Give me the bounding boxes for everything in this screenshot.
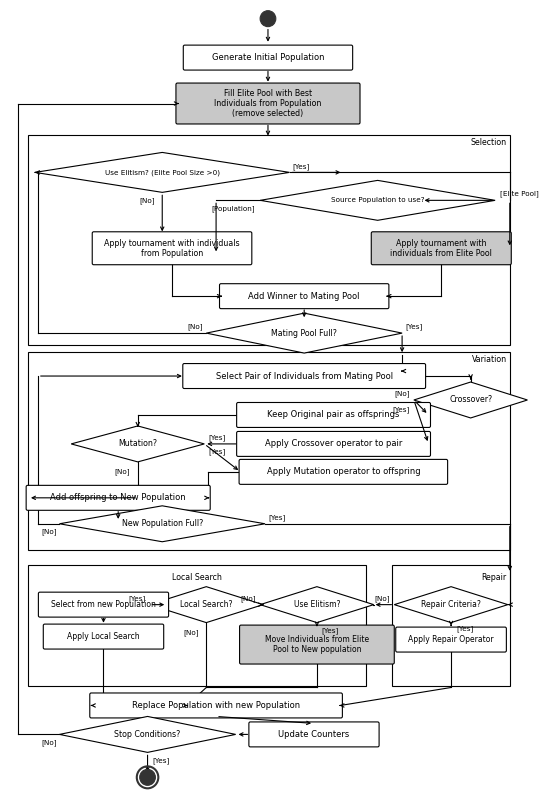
- Text: [No]: [No]: [188, 324, 203, 330]
- Text: [Yes]: [Yes]: [293, 163, 310, 170]
- FancyBboxPatch shape: [183, 364, 426, 388]
- Circle shape: [260, 10, 276, 27]
- Polygon shape: [260, 587, 374, 622]
- Text: [Yes]: [Yes]: [129, 596, 146, 602]
- Text: Replace Population with new Population: Replace Population with new Population: [132, 701, 300, 710]
- Bar: [28, 136, 510, 345]
- FancyBboxPatch shape: [90, 693, 342, 718]
- Text: [No]: [No]: [114, 468, 130, 476]
- Circle shape: [139, 769, 155, 785]
- Text: Local Search?: Local Search?: [180, 600, 232, 609]
- Text: Use Elitism?: Use Elitism?: [294, 600, 340, 609]
- Text: Local Search: Local Search: [172, 572, 222, 582]
- Polygon shape: [394, 587, 508, 622]
- Text: [Yes]: [Yes]: [208, 449, 225, 455]
- Text: [No]: [No]: [139, 197, 154, 204]
- Text: Use Elitism? (Elite Pool Size >0): Use Elitism? (Elite Pool Size >0): [104, 169, 220, 175]
- Text: Add offspring to New Population: Add offspring to New Population: [50, 493, 186, 503]
- Text: Apply tournament with individuals
from Population: Apply tournament with individuals from P…: [104, 238, 240, 258]
- Text: [No]: [No]: [183, 629, 199, 636]
- Text: Fill Elite Pool with Best
Individuals from Population
(remove selected): Fill Elite Pool with Best Individuals fr…: [214, 89, 322, 118]
- Text: [Yes]: [Yes]: [208, 434, 226, 441]
- Text: Generate Initial Population: Generate Initial Population: [212, 53, 324, 62]
- Text: [Elite Pool]: [Elite Pool]: [500, 190, 539, 197]
- Text: [No]: [No]: [394, 391, 410, 397]
- Bar: [392, 565, 510, 687]
- Text: Apply Local Search: Apply Local Search: [67, 632, 140, 641]
- FancyBboxPatch shape: [43, 624, 164, 649]
- Text: Apply Repair Operator: Apply Repair Operator: [408, 635, 494, 644]
- Polygon shape: [149, 587, 263, 622]
- FancyBboxPatch shape: [176, 83, 360, 124]
- Text: [No]: [No]: [241, 596, 256, 602]
- Text: Move Individuals from Elite
Pool to New population: Move Individuals from Elite Pool to New …: [265, 635, 369, 654]
- Text: Repair Criteria?: Repair Criteria?: [421, 600, 481, 609]
- Text: [Yes]: [Yes]: [268, 515, 285, 521]
- Text: Stop Conditions?: Stop Conditions?: [114, 730, 181, 739]
- Polygon shape: [260, 180, 495, 220]
- FancyBboxPatch shape: [92, 232, 252, 264]
- Text: [Yes]: [Yes]: [405, 324, 422, 330]
- FancyBboxPatch shape: [38, 592, 168, 617]
- Bar: [28, 352, 510, 549]
- Text: [No]: [No]: [41, 528, 56, 535]
- FancyBboxPatch shape: [26, 485, 210, 511]
- Text: Update Counters: Update Counters: [278, 730, 350, 739]
- Text: Mutation?: Mutation?: [118, 439, 157, 449]
- Text: Apply Crossover operator to pair: Apply Crossover operator to pair: [265, 439, 402, 449]
- FancyBboxPatch shape: [395, 627, 507, 652]
- Polygon shape: [414, 382, 527, 418]
- Text: New Population Full?: New Population Full?: [121, 519, 203, 528]
- FancyBboxPatch shape: [237, 431, 430, 457]
- Text: [No]: [No]: [375, 596, 391, 602]
- Polygon shape: [71, 426, 205, 462]
- FancyBboxPatch shape: [183, 45, 353, 70]
- Text: Select Pair of Individuals from Mating Pool: Select Pair of Individuals from Mating P…: [216, 372, 393, 380]
- Text: Repair: Repair: [482, 572, 507, 582]
- Text: Source Population to use?: Source Population to use?: [331, 198, 424, 203]
- Text: [Yes]: [Yes]: [322, 627, 339, 634]
- Text: [No]: [No]: [41, 739, 56, 746]
- Polygon shape: [60, 506, 265, 542]
- Text: [Yes]: [Yes]: [393, 407, 410, 414]
- Polygon shape: [206, 313, 402, 353]
- FancyBboxPatch shape: [240, 625, 394, 664]
- Polygon shape: [35, 152, 289, 192]
- Polygon shape: [60, 716, 236, 753]
- Text: [Yes]: [Yes]: [153, 757, 170, 764]
- Text: Add Winner to Mating Pool: Add Winner to Mating Pool: [248, 291, 360, 301]
- Text: [Population]: [Population]: [212, 205, 255, 212]
- Text: [Yes]: [Yes]: [456, 625, 473, 632]
- Text: Apply tournament with
individuals from Elite Pool: Apply tournament with individuals from E…: [391, 238, 492, 258]
- Text: Variation: Variation: [472, 355, 507, 364]
- FancyBboxPatch shape: [249, 722, 379, 747]
- Text: Mating Pool Full?: Mating Pool Full?: [271, 329, 337, 337]
- Text: Keep Original pair as offsprings: Keep Original pair as offsprings: [267, 410, 400, 419]
- FancyBboxPatch shape: [371, 232, 511, 264]
- Text: Selection: Selection: [471, 138, 507, 148]
- FancyBboxPatch shape: [237, 403, 430, 427]
- FancyBboxPatch shape: [239, 460, 447, 484]
- FancyBboxPatch shape: [219, 283, 389, 309]
- Text: Apply Mutation operator to offspring: Apply Mutation operator to offspring: [266, 468, 420, 476]
- Text: Select from new Population: Select from new Population: [51, 600, 156, 609]
- Text: Crossover?: Crossover?: [449, 395, 492, 404]
- Bar: [28, 565, 366, 687]
